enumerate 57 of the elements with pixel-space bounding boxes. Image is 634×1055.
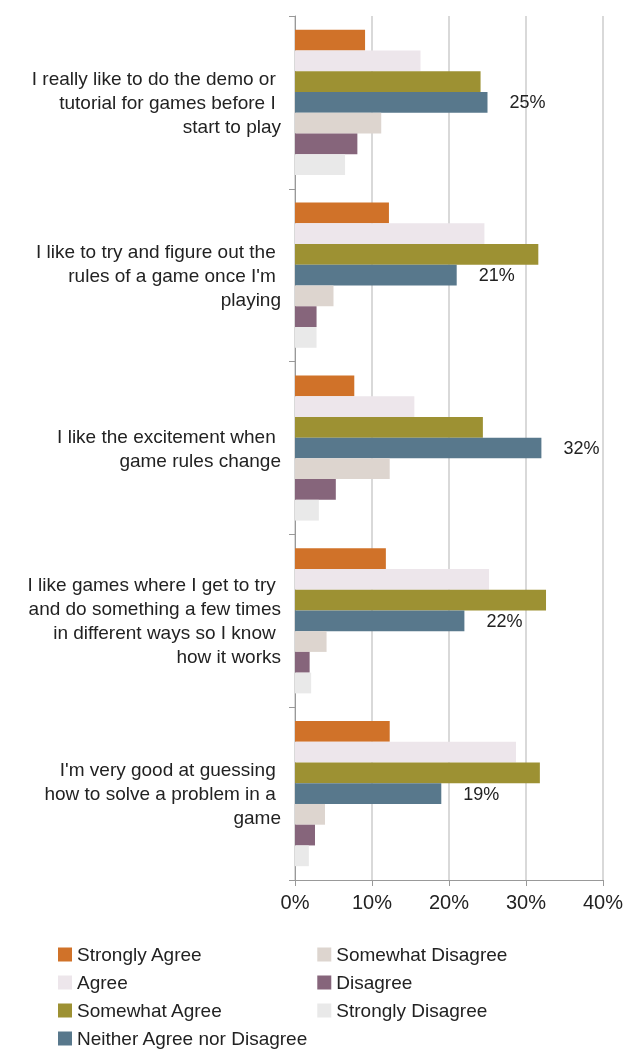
y-tick-label: I like the excitement when game rules change bbox=[57, 425, 281, 471]
bar bbox=[295, 499, 319, 521]
bar bbox=[295, 672, 312, 694]
bar bbox=[295, 375, 355, 397]
data-label: 32% bbox=[563, 438, 600, 458]
bar bbox=[295, 327, 317, 348]
bar bbox=[295, 264, 457, 286]
bar bbox=[295, 845, 309, 867]
y-tick-label: I like to try and figure out the rules of a game once I'm playing bbox=[35, 240, 281, 310]
bar bbox=[295, 479, 336, 500]
data-label: 21% bbox=[478, 265, 515, 286]
bar bbox=[295, 29, 366, 51]
legend-label: Strongly Disagree bbox=[336, 1000, 488, 1021]
bar bbox=[295, 112, 382, 134]
bar bbox=[295, 568, 490, 590]
bar bbox=[295, 285, 334, 307]
bar bbox=[295, 396, 415, 417]
x-tick-label: 30% bbox=[505, 891, 547, 913]
bar bbox=[295, 651, 310, 673]
bar bbox=[295, 133, 358, 155]
bar bbox=[295, 202, 389, 224]
bar bbox=[295, 306, 317, 328]
legend-label: Somewhat Agree bbox=[77, 1000, 222, 1021]
legend-label: Agree bbox=[77, 972, 128, 993]
bar bbox=[295, 721, 390, 742]
bar bbox=[295, 548, 386, 569]
bar bbox=[295, 803, 326, 825]
bar bbox=[295, 223, 485, 245]
bar bbox=[295, 154, 346, 175]
bar bbox=[295, 437, 542, 459]
bar bbox=[295, 824, 316, 846]
bar bbox=[295, 50, 421, 72]
bar bbox=[295, 92, 488, 113]
data-label: 22% bbox=[486, 610, 523, 631]
bar bbox=[295, 589, 547, 611]
y-tick-label: I really like to do the demo or tutorial for games before I start to play bbox=[31, 67, 282, 137]
bar bbox=[295, 416, 483, 438]
x-tick-label: 20% bbox=[428, 891, 470, 913]
bar bbox=[295, 244, 539, 265]
y-tick-label: I'm very good at guessing how to solve a problem in a game bbox=[44, 759, 281, 829]
legend-label: Neither Agree nor Disagree bbox=[77, 1028, 308, 1049]
bar bbox=[295, 741, 516, 763]
bar bbox=[295, 783, 442, 804]
bar bbox=[295, 458, 390, 480]
bar bbox=[295, 610, 465, 632]
legend-label: Strongly Agree bbox=[77, 944, 202, 965]
bar bbox=[295, 71, 481, 93]
data-label: 25% bbox=[509, 92, 546, 113]
x-tick-label: 10% bbox=[351, 891, 393, 913]
bar bbox=[295, 631, 327, 652]
legend-label: Somewhat Disagree bbox=[336, 944, 508, 965]
x-tick-label: 40% bbox=[582, 891, 624, 913]
data-label: 19% bbox=[463, 783, 500, 804]
x-tick-label: 0% bbox=[280, 891, 310, 913]
bar bbox=[295, 762, 540, 784]
legend-label: Disagree bbox=[336, 972, 413, 993]
y-tick-label: I like games where I get to try and do something a few times in different ways so I know how it works bbox=[27, 574, 281, 668]
